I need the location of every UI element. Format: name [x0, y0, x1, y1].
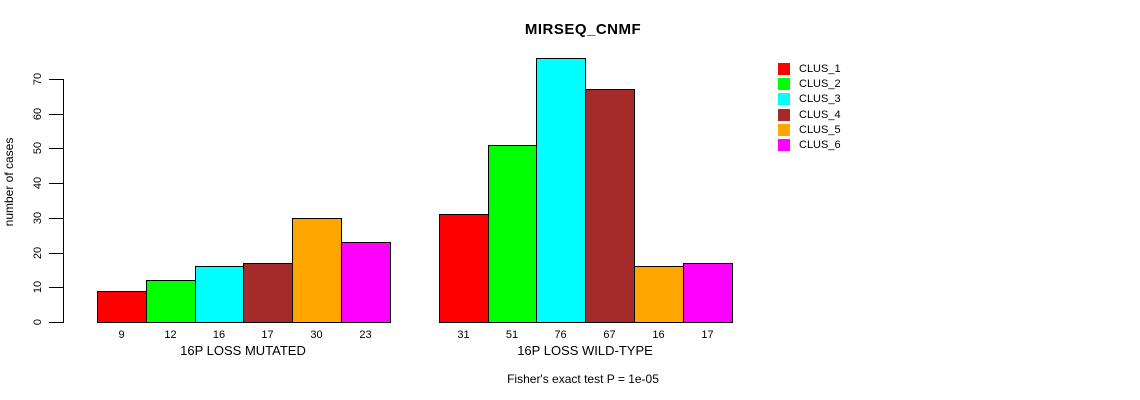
y-tick-mark: [49, 322, 63, 323]
legend-item-label: CLUS_6: [799, 139, 841, 151]
y-tick-label: 40: [32, 176, 44, 190]
y-tick-mark: [49, 114, 63, 115]
y-tick-label: 0: [32, 318, 44, 326]
y-tick-mark: [49, 148, 63, 149]
chart-title: MIRSEQ_CNMF: [524, 21, 642, 38]
y-tick-label: 20: [32, 246, 44, 260]
legend-color-swatch: [778, 124, 790, 136]
y-tick-label: 70: [32, 72, 44, 86]
bar-value-label: 23: [359, 329, 372, 341]
bar-16p-loss-mutated-clus-6: [341, 242, 391, 323]
bar-16p-loss-mutated-clus-3: [195, 266, 244, 323]
legend-color-swatch: [778, 93, 790, 105]
y-tick-label: 30: [32, 211, 44, 225]
y-tick-label: 60: [32, 107, 44, 121]
bar-value-label: 67: [603, 329, 616, 341]
bar-16p-loss-wild-type-clus-2: [488, 145, 537, 323]
bar-16p-loss-wild-type-clus-5: [634, 266, 684, 323]
y-tick-mark: [49, 183, 63, 184]
legend-item-label: CLUS_3: [799, 93, 841, 105]
group-label-2: 16P LOSS WILD-TYPE: [517, 343, 653, 358]
y-tick-mark: [49, 253, 63, 254]
bar-value-label: 17: [261, 329, 274, 341]
legend-item-label: CLUS_5: [799, 124, 841, 136]
bar-16p-loss-wild-type-clus-3: [536, 58, 586, 323]
group-label-1: 16P LOSS MUTATED: [180, 343, 306, 358]
legend-color-swatch: [778, 139, 790, 151]
legend-color-swatch: [778, 78, 790, 90]
bar-16p-loss-wild-type-clus-6: [683, 263, 733, 323]
legend-color-swatch: [778, 63, 790, 75]
y-tick-mark: [49, 79, 63, 80]
legend-color-swatch: [778, 109, 790, 121]
y-tick-label: 50: [32, 141, 44, 155]
bar-value-label: 16: [652, 329, 665, 341]
bar-value-label: 12: [164, 329, 177, 341]
y-axis-label: number of cases: [2, 137, 16, 227]
bar-value-label: 31: [457, 329, 470, 341]
fisher-test-annotation: Fisher's exact test P = 1e-05: [507, 372, 659, 386]
y-axis-line: [63, 79, 64, 323]
legend-item-label: CLUS_1: [799, 63, 841, 75]
bar-16p-loss-mutated-clus-5: [292, 218, 342, 323]
bar-16p-loss-mutated-clus-4: [243, 263, 293, 323]
bar-value-label: 30: [310, 329, 323, 341]
legend-item-label: CLUS_4: [799, 109, 841, 121]
bar-value-label: 17: [701, 329, 714, 341]
bar-value-label: 76: [554, 329, 567, 341]
bar-value-label: 9: [118, 329, 125, 341]
legend-item-label: CLUS_2: [799, 78, 841, 90]
y-tick-mark: [49, 218, 63, 219]
bar-16p-loss-wild-type-clus-1: [439, 214, 489, 323]
bar-value-label: 16: [212, 329, 226, 341]
bar-16p-loss-mutated-clus-1: [97, 291, 147, 323]
y-tick-label: 10: [32, 280, 44, 294]
y-tick-mark: [49, 287, 63, 288]
bar-value-label: 51: [505, 329, 519, 341]
bar-16p-loss-mutated-clus-2: [146, 280, 196, 323]
bar-16p-loss-wild-type-clus-4: [585, 89, 635, 323]
